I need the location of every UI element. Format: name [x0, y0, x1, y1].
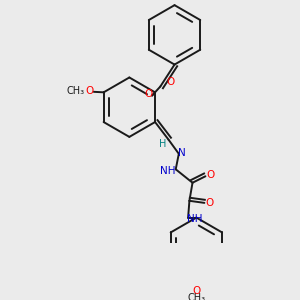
Text: H: H [159, 139, 166, 149]
Text: O: O [144, 89, 152, 99]
Text: O: O [206, 170, 214, 180]
Text: N: N [178, 148, 186, 158]
Text: NH: NH [160, 167, 176, 176]
Text: O: O [166, 77, 174, 87]
Text: O: O [192, 286, 200, 296]
Text: O: O [205, 198, 213, 208]
Text: CH₃: CH₃ [187, 293, 206, 300]
Text: NH: NH [187, 214, 202, 224]
Text: CH₃: CH₃ [66, 86, 84, 96]
Text: O: O [85, 86, 94, 96]
